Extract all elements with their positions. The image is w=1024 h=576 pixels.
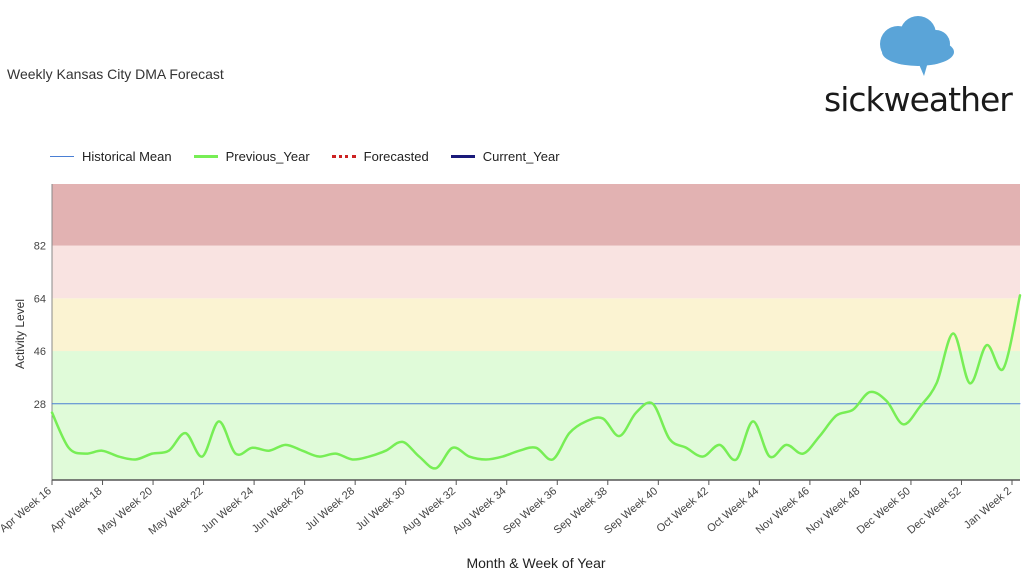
y-tick-label: 28 — [34, 399, 46, 411]
legend-label: Historical Mean — [82, 148, 172, 164]
series-lines — [50, 294, 1022, 470]
y-tick-label: 82 — [34, 241, 46, 253]
x-tick-label: Jul Week 28 — [303, 485, 357, 533]
legend-label: Forecasted — [363, 148, 429, 164]
x-tick-label: Sep Week 40 — [602, 485, 660, 537]
risk-band — [52, 298, 1020, 352]
legend-item-previous-year[interactable]: Previous_Year — [193, 148, 310, 164]
sickweather-logo: sickweather — [820, 8, 1013, 119]
legend-item-historical-mean[interactable]: Historical Mean — [50, 149, 172, 164]
x-tick-label: May Week 22 — [146, 485, 205, 537]
x-tick-label: Dec Week 50 — [855, 485, 913, 537]
legend-label: Current_Year — [482, 148, 560, 164]
risk-band — [52, 245, 1020, 299]
y-tick-label: 64 — [34, 293, 46, 305]
series-line-previous-year — [50, 294, 1022, 470]
page-title: Weekly Kansas City DMA Forecast — [7, 66, 224, 82]
logo-text: sickweather — [824, 80, 1013, 119]
x-tick-label: Oct Week 42 — [654, 485, 710, 535]
x-tick-label: Nov Week 48 — [804, 485, 862, 537]
x-tick-label: Sep Week 36 — [501, 485, 559, 537]
y-tick-label: 46 — [34, 346, 46, 358]
x-tick-label: Dec Week 52 — [905, 485, 963, 537]
x-axis-label: Month & Week of Year — [466, 555, 605, 571]
x-tick-label: Aug Week 32 — [400, 485, 458, 537]
risk-band — [52, 351, 1020, 480]
legend-swatch — [50, 155, 74, 157]
x-tick-label: Aug Week 34 — [451, 485, 509, 537]
x-tick-label: Jun Week 24 — [199, 485, 256, 535]
legend-label: Previous_Year — [225, 148, 310, 164]
legend-swatch — [331, 154, 356, 158]
cloud-icon — [880, 16, 954, 76]
y-axis-ticks: 28 46 64 82 — [34, 241, 46, 411]
x-tick-label: Apr Week 16 — [0, 485, 54, 535]
x-tick-label: Sep Week 38 — [552, 485, 610, 537]
legend-swatch — [450, 154, 475, 158]
x-tick-label: May Week 20 — [96, 485, 155, 537]
risk-bands — [51, 184, 1020, 481]
x-tick-label: Jul Week 30 — [354, 485, 408, 533]
y-axis-label: Activity Level — [13, 299, 27, 369]
risk-band — [52, 184, 1020, 246]
legend-item-forecasted[interactable]: Forecasted — [331, 148, 429, 164]
x-tick-label: Jun Week 26 — [250, 485, 307, 535]
legend-swatch — [193, 154, 218, 158]
legend: Historical Mean Previous_Year Forecasted… — [50, 146, 582, 166]
legend-item-current-year[interactable]: Current_Year — [450, 148, 560, 164]
x-tick-label: Jan Week 2 — [962, 485, 1014, 531]
x-tick-label: Nov Week 46 — [754, 485, 812, 537]
